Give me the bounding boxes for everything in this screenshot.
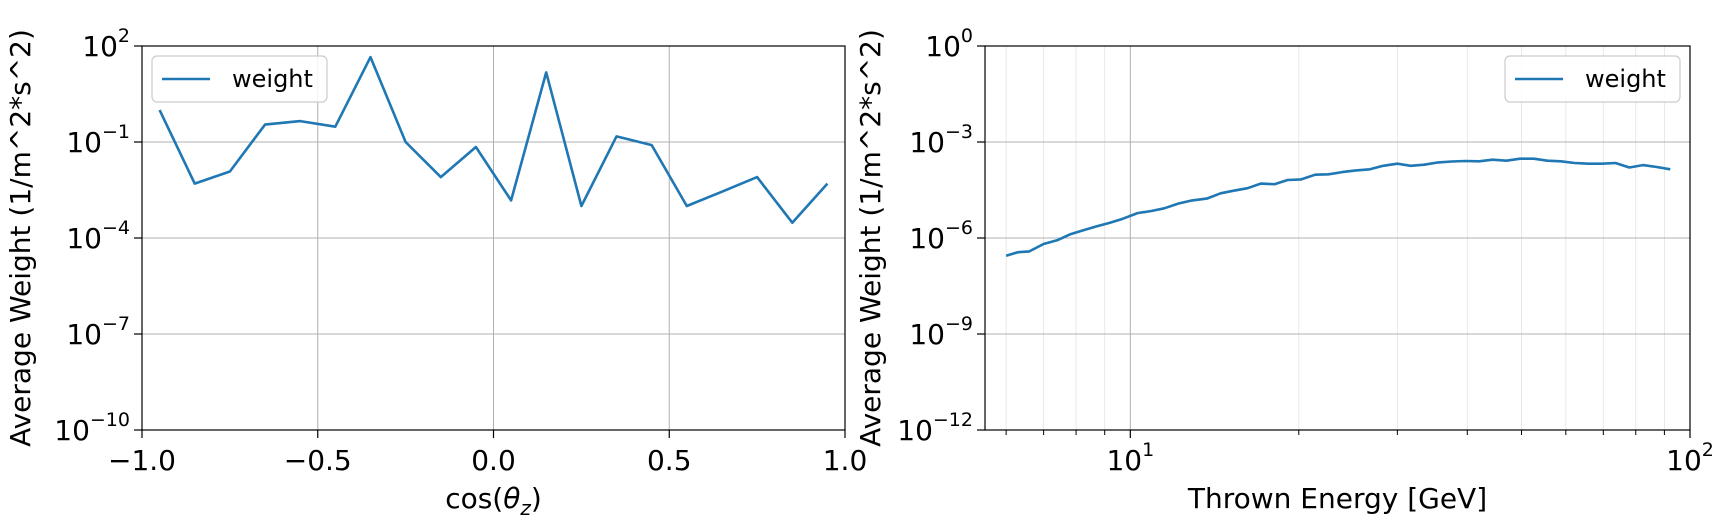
y-tick-label: 10−9 [909,313,973,351]
legend-box [1504,55,1681,103]
tick-exponent: −6 [945,217,973,239]
tick-exponent: −7 [102,313,130,335]
tick-base: 10 [1106,444,1142,477]
tick-exponent: 2 [1702,439,1714,461]
tick-base: 10 [82,30,118,63]
y-tick-label: 10−6 [909,217,973,255]
y-tick-label: 10−3 [909,121,973,159]
legend-box [151,55,328,103]
x-tick-label: 0.5 [647,444,692,477]
x-tick-label: 0.0 [471,444,516,477]
y-axis-label: Average Weight (1/m^2*s^2) [854,29,887,447]
x-axis-label: cos(θz) [445,482,542,517]
tick-base: 10 [909,318,945,351]
y-tick-label: 102 [82,25,130,63]
x-label-subscript: z [519,496,531,517]
x-tick-label: −0.5 [284,444,352,477]
tick-exponent: 1 [1142,439,1154,461]
major-gridlines [977,45,1691,438]
tick-exponent: −3 [945,121,973,143]
tick-exponent: −4 [102,217,130,239]
y-tick-label: 10−10 [54,409,130,447]
legend: weight [151,55,328,103]
legend-label: weight [1585,65,1666,93]
tick-exponent: 2 [118,25,130,47]
x-label-part: ) [531,482,542,515]
y-tick-label: 10−1 [66,121,130,159]
y-tick-label: 100 [925,25,973,63]
tick-base: 10 [66,126,102,159]
x-tick-label: −1.0 [108,444,176,477]
y-tick-label: 10−7 [66,313,130,351]
major-gridlines [134,45,846,438]
tick-base: 10 [66,222,102,255]
legend: weight [1504,55,1681,103]
tick-base: 10 [897,414,933,447]
y-tick-label: 10−12 [897,409,973,447]
tick-exponent: −12 [933,409,973,431]
legend-label: weight [232,65,313,93]
tick-exponent: −10 [90,409,130,431]
y-axis-label: Average Weight (1/m^2*s^2) [4,29,37,447]
tick-base: 10 [909,126,945,159]
axes-frame [141,45,846,431]
tick-base: 10 [1666,444,1702,477]
x-tick-label: 101 [1106,439,1154,477]
y-tick-label: 10−4 [66,217,130,255]
tick-exponent: −1 [102,121,130,143]
tick-base: 10 [909,222,945,255]
series-line-weight [1005,157,1671,257]
tick-exponent: −9 [945,313,973,335]
tick-base: 10 [925,30,961,63]
x-axis-label: Thrown Energy [GeV] [1187,482,1487,515]
x-tick-label: 102 [1666,439,1714,477]
x-label-theta: θ [503,482,520,515]
series-line-weight [158,55,829,224]
tick-base: 10 [54,414,90,447]
x-tick-label: 1.0 [823,444,868,477]
left-chart-panel: −1.0 −0.5 0.0 0.5 1.010−1010−710−410−1102wei… [4,25,867,517]
axes-frame [984,45,1691,431]
tick-exponent: 0 [961,25,973,47]
x-label-part: cos( [445,482,503,515]
tick-base: 10 [66,318,102,351]
